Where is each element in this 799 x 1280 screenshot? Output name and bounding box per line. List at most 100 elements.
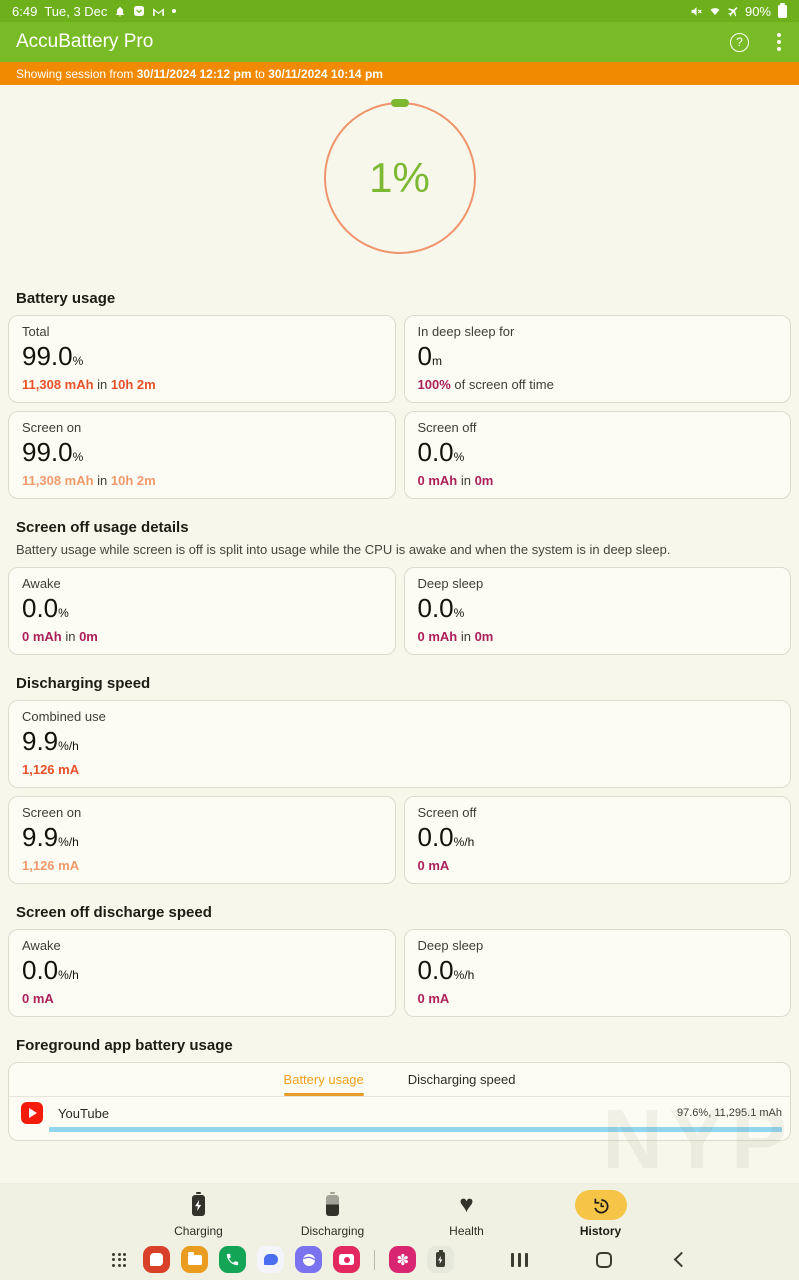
messages-app-icon[interactable] bbox=[257, 1246, 285, 1273]
app-bar: AccuBattery Pro ? bbox=[0, 22, 799, 62]
heart-icon: ♥ bbox=[459, 1191, 474, 1218]
card-unit: % bbox=[453, 450, 465, 464]
card-unit: %/h bbox=[58, 739, 79, 753]
card-sub-a: 11,308 mAh bbox=[22, 473, 94, 488]
card-value-line: 99.0% bbox=[22, 438, 382, 471]
status-date: Tue, 3 Dec bbox=[44, 3, 108, 19]
card-unit: %/h bbox=[453, 968, 475, 982]
section-subtitle-screen-off-details: Battery usage while screen is off is spl… bbox=[16, 542, 671, 557]
card-value: 0.0 bbox=[417, 955, 454, 985]
card-unit: % bbox=[72, 450, 84, 464]
card-total: Total 99.0% 11,308 mAh in 10h 2m bbox=[8, 315, 396, 403]
notes-app-icon[interactable] bbox=[143, 1246, 171, 1273]
gmail-icon bbox=[153, 7, 165, 16]
card-subline: 0 mAh in 0m bbox=[418, 629, 778, 645]
banner-end-datetime: 30/11/2024 10:14 pm bbox=[268, 66, 383, 81]
card-value-line: 9.9%/h bbox=[22, 727, 777, 760]
camera-app-icon[interactable] bbox=[333, 1246, 361, 1273]
card-sub-a: 11,308 mAh bbox=[22, 377, 94, 392]
status-bar-left: 6:49 Tue, 3 Dec bbox=[12, 3, 177, 19]
home-button[interactable] bbox=[595, 1251, 612, 1268]
screen-off-discharge-row: Awake 0.0%/h 0 mA Deep sleep 0.0%/h 0 mA bbox=[8, 929, 791, 1017]
battery-status-icon bbox=[778, 2, 787, 18]
tab-discharging-speed[interactable]: Discharging speed bbox=[407, 1072, 516, 1087]
card-label: Deep sleep bbox=[417, 576, 484, 591]
card-deep-sleep-discharge: Deep sleep 0.0%/h 0 mA bbox=[403, 929, 791, 1017]
card-subline: 0 mA bbox=[418, 858, 778, 874]
tab-label: History bbox=[579, 1224, 622, 1238]
app-usage-progress-bar bbox=[49, 1127, 782, 1132]
tab-label: Discharging bbox=[300, 1224, 365, 1238]
card-sub-a: 0 mA bbox=[417, 991, 450, 1006]
card-label: Screen on bbox=[22, 420, 82, 435]
tab-discharging[interactable]: Discharging bbox=[297, 1190, 369, 1238]
accubattery-app-icon[interactable] bbox=[427, 1246, 455, 1273]
gallery-app-icon[interactable]: ✽ bbox=[389, 1246, 417, 1273]
app-usage-stat: 97.6%, 11,295.1 mAh bbox=[677, 1107, 782, 1119]
banner-connector: to bbox=[251, 66, 269, 81]
tab-label: Charging bbox=[174, 1224, 223, 1238]
card-combined-use: Combined use 9.9%/h 1,126 mA bbox=[8, 700, 791, 788]
card-value: 9.9 bbox=[22, 822, 59, 852]
apps-grid-icon[interactable] bbox=[112, 1252, 127, 1267]
card-value: 0.0 bbox=[417, 437, 454, 467]
card-sub-a: 0 mA bbox=[417, 858, 450, 873]
card-label: Combined use bbox=[22, 709, 106, 724]
navigation-buttons bbox=[507, 1249, 690, 1271]
tab-charging[interactable]: Charging bbox=[163, 1190, 235, 1238]
card-label: Screen off bbox=[417, 805, 477, 820]
card-value-line: 0m bbox=[418, 342, 778, 375]
charging-battery-icon bbox=[192, 1190, 205, 1220]
phone-app-icon[interactable] bbox=[219, 1246, 247, 1273]
my-files-app-icon[interactable] bbox=[181, 1246, 209, 1273]
card-value-line: 0.0%/h bbox=[22, 956, 382, 989]
status-bar-right: 90% bbox=[690, 2, 787, 19]
app-usage-row[interactable]: YouTube 97.6%, 11,295.1 mAh bbox=[9, 1097, 790, 1140]
card-sub-b: 10h 2m bbox=[110, 377, 156, 392]
card-unit: %/h bbox=[58, 835, 79, 849]
card-value: 0.0 bbox=[417, 593, 454, 623]
tab-history[interactable]: History bbox=[565, 1190, 637, 1238]
battery-percent-text: 90% bbox=[744, 3, 771, 19]
section-title-screen-off-discharge: Screen off discharge speed bbox=[16, 904, 212, 921]
section-title-screen-off-details: Screen off usage details bbox=[16, 519, 189, 536]
internet-app-icon[interactable] bbox=[295, 1246, 323, 1273]
card-label: Screen on bbox=[22, 805, 82, 820]
battery-usage-row-1: Total 99.0% 11,308 mAh in 10h 2m In deep… bbox=[8, 315, 791, 403]
card-sub-a: 0 mAh bbox=[417, 473, 458, 488]
history-selected-pill bbox=[574, 1190, 627, 1220]
card-label: In deep sleep for bbox=[417, 324, 515, 339]
card-value: 0 bbox=[417, 341, 432, 371]
app-name: YouTube bbox=[58, 1105, 110, 1121]
help-button[interactable]: ? bbox=[730, 32, 749, 52]
card-screen-on-speed: Screen on 9.9%/h 1,126 mA bbox=[8, 796, 396, 884]
gauge-percent-value: 1% bbox=[369, 153, 430, 201]
overflow-menu-button[interactable] bbox=[775, 31, 783, 53]
more-notifications-dot bbox=[172, 9, 177, 13]
recents-button[interactable] bbox=[507, 1249, 532, 1271]
battery-gauge-ring: 1% bbox=[323, 98, 476, 254]
card-sub-a: 1,126 mA bbox=[22, 762, 80, 777]
battery-usage-row-2: Screen on 99.0% 11,308 mAh in 10h 2m Scr… bbox=[8, 411, 791, 499]
card-subline: 0 mA bbox=[418, 991, 778, 1007]
card-screen-on: Screen on 99.0% 11,308 mAh in 10h 2m bbox=[8, 411, 396, 499]
app-row-top: YouTube 97.6%, 11,295.1 mAh bbox=[21, 1102, 782, 1124]
card-subline: 0 mA bbox=[22, 991, 382, 1007]
bottom-bars: Charging Discharging ♥ Health bbox=[0, 1183, 799, 1280]
tab-battery-usage[interactable]: Battery usage bbox=[283, 1072, 364, 1096]
back-button[interactable] bbox=[673, 1251, 690, 1268]
card-subline: 11,308 mAh in 10h 2m bbox=[22, 377, 382, 393]
card-unit: m bbox=[431, 354, 442, 368]
tab-health[interactable]: ♥ Health bbox=[431, 1190, 503, 1239]
card-value: 9.9 bbox=[22, 726, 59, 756]
card-sub-mid: in bbox=[61, 629, 80, 644]
card-sub-mid: of screen off time bbox=[450, 377, 554, 392]
section-title-foreground-apps: Foreground app battery usage bbox=[16, 1037, 233, 1054]
card-value: 99.0 bbox=[22, 437, 73, 467]
card-subline: 0 mAh in 0m bbox=[418, 473, 778, 489]
card-subline: 1,126 mA bbox=[22, 762, 777, 778]
airplane-mode-icon bbox=[728, 6, 738, 16]
card-sub-b: 0m bbox=[474, 473, 494, 488]
tabs-divider bbox=[9, 1096, 790, 1097]
card-label: Total bbox=[22, 324, 50, 339]
